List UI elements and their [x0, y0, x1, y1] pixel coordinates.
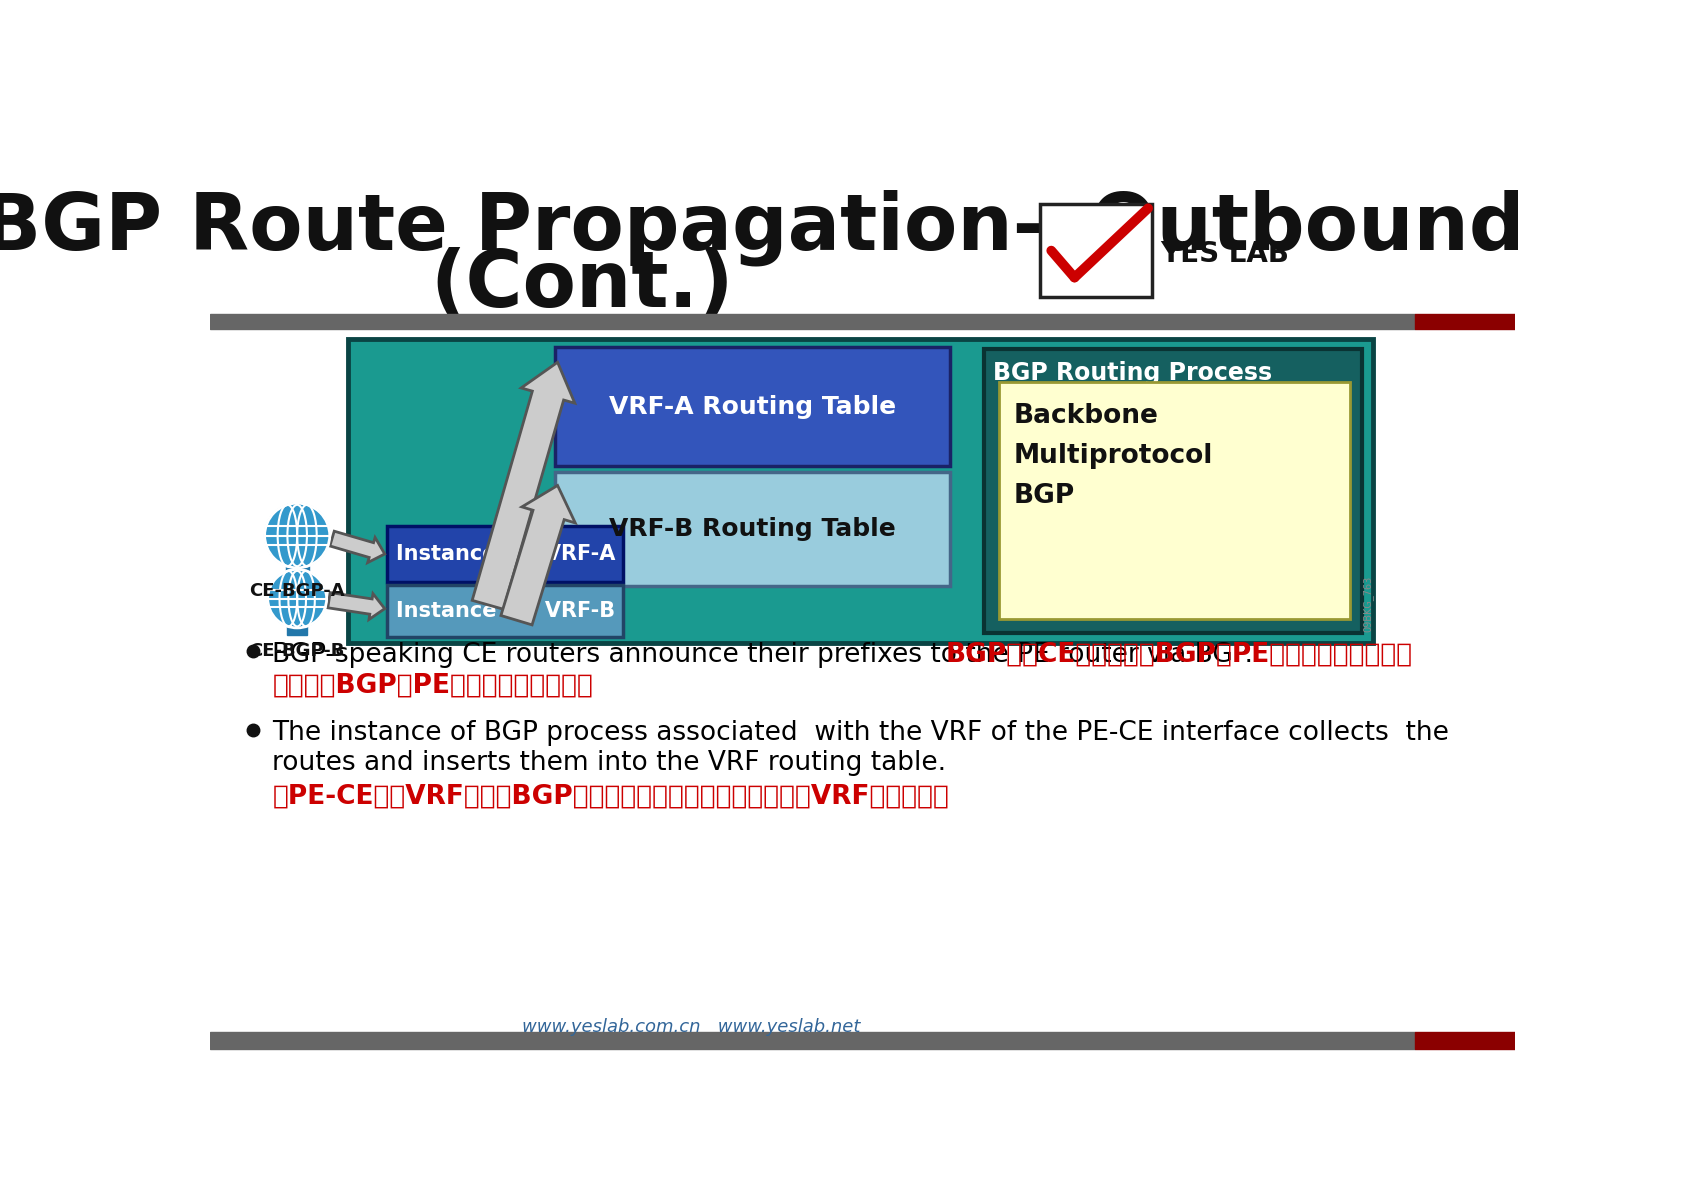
- Text: Instance for VRF-B: Instance for VRF-B: [395, 601, 614, 621]
- Bar: [1039, 205, 1150, 296]
- FancyBboxPatch shape: [387, 584, 622, 637]
- Text: CE-BGP-B: CE-BGP-B: [249, 641, 345, 659]
- Polygon shape: [330, 531, 385, 563]
- Bar: [1415, 1032, 1514, 1050]
- FancyBboxPatch shape: [555, 472, 950, 587]
- FancyBboxPatch shape: [555, 346, 950, 466]
- Text: 与PE-CE接口VRF关联的BGP进程实例收集路由，并将其插入到VRF路由表中。: 与PE-CE接口VRF关联的BGP进程实例收集路由，并将其插入到VRF路由表中。: [272, 783, 949, 809]
- Text: CE-BGP-A: CE-BGP-A: [249, 582, 345, 600]
- FancyBboxPatch shape: [348, 339, 1373, 644]
- Bar: [286, 565, 308, 575]
- Bar: [210, 1032, 1415, 1050]
- Text: BGP Routing Process: BGP Routing Process: [992, 362, 1272, 386]
- Text: BGP Route Propagation—Outbound: BGP Route Propagation—Outbound: [0, 189, 1524, 265]
- Text: VRF-B Routing Table: VRF-B Routing Table: [609, 518, 897, 541]
- Text: www.yeslab.com.cn   www.yeslab.net: www.yeslab.com.cn www.yeslab.net: [521, 1019, 860, 1036]
- Text: 09BKG_763: 09BKG_763: [1361, 576, 1373, 632]
- Text: YES LAB: YES LAB: [1159, 240, 1288, 269]
- Bar: [210, 314, 1415, 330]
- FancyBboxPatch shape: [999, 382, 1349, 619]
- Bar: [1415, 314, 1514, 330]
- Circle shape: [267, 569, 326, 628]
- Text: 由器通过BGP向PE路由器通告其前缀。: 由器通过BGP向PE路由器通告其前缀。: [272, 672, 592, 699]
- Text: VRF-A Routing Table: VRF-A Routing Table: [609, 395, 897, 419]
- Polygon shape: [328, 593, 385, 620]
- Circle shape: [264, 503, 330, 568]
- Text: The instance of BGP process associated  with the VRF of the PE-CE interface coll: The instance of BGP process associated w…: [272, 720, 1448, 776]
- Text: Instance for VRF-A: Instance for VRF-A: [395, 544, 614, 564]
- Text: BGP语音CE路由器通过BGP向PE路由器通告其前缀。: BGP语音CE路由器通过BGP向PE路由器通告其前缀。: [945, 641, 1413, 668]
- Bar: [286, 626, 308, 634]
- Polygon shape: [501, 486, 575, 625]
- Text: Backbone
Multiprotocol
BGP: Backbone Multiprotocol BGP: [1013, 403, 1213, 509]
- FancyBboxPatch shape: [984, 349, 1361, 633]
- Text: BGP-speaking CE routers announce their prefixes to the PE router via BGP.: BGP-speaking CE routers announce their p…: [272, 641, 1262, 668]
- FancyBboxPatch shape: [387, 526, 622, 582]
- Polygon shape: [473, 362, 575, 609]
- Text: (Cont.): (Cont.): [431, 246, 733, 322]
